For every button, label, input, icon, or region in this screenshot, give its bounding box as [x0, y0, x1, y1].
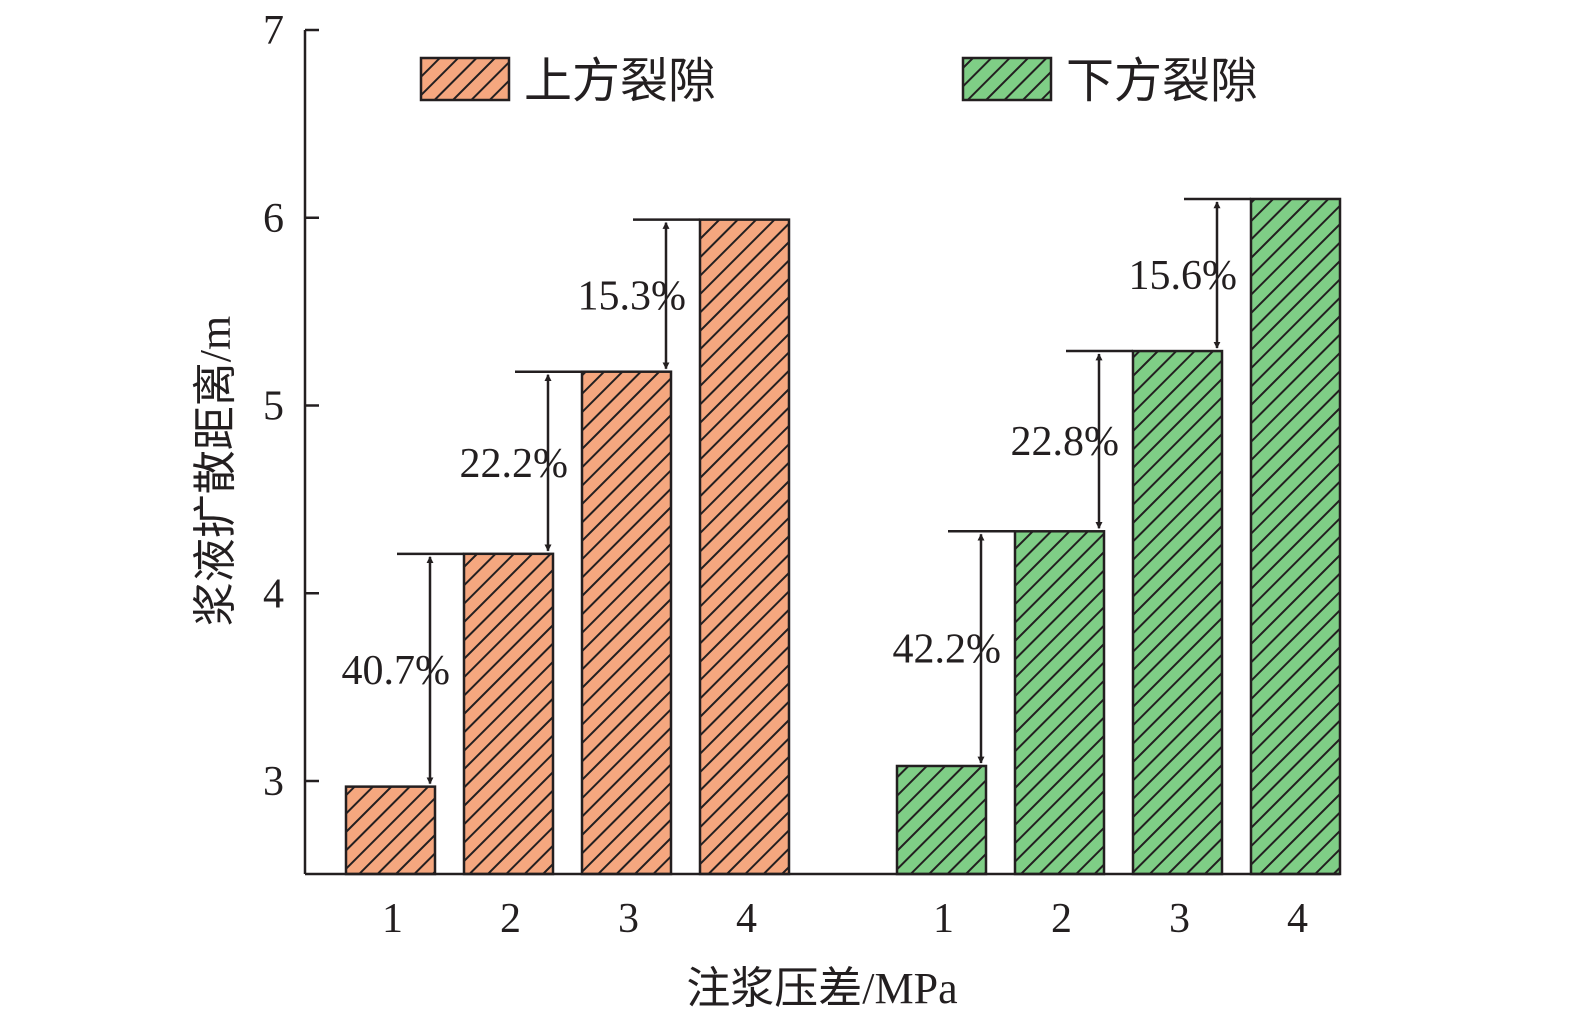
- y-tick-label-7: 7: [263, 8, 284, 54]
- x-tick-label-g2-1: 1: [933, 896, 954, 942]
- bar-g1-1: [344, 785, 437, 876]
- x-tick-label-g2-4: 4: [1287, 896, 1308, 942]
- x-tick-label-g1-3: 3: [618, 896, 639, 942]
- bar-g1-4: [698, 218, 791, 876]
- x-tick-label-g1-4: 4: [736, 896, 757, 942]
- annotation-label-g2-3: 15.6%: [1129, 253, 1238, 299]
- x-tick-label-g1-2: 2: [500, 896, 521, 942]
- x-tick-label-g2-3: 3: [1169, 896, 1190, 942]
- legend-swatch-upper: [419, 56, 511, 102]
- x-tick-label-g2-2: 2: [1051, 896, 1072, 942]
- bar-g2-2: [1013, 530, 1106, 876]
- annotation-label-g1-2: 22.2%: [460, 441, 569, 487]
- annotation-label-g2-2: 22.8%: [1011, 419, 1120, 465]
- legend-label-lower: 下方裂隙: [1066, 55, 1258, 108]
- legend: 上方裂隙 下方裂隙: [419, 55, 1258, 108]
- x-axis-title: 注浆压差/MPa: [686, 964, 957, 1013]
- bar-g2-1: [895, 764, 988, 876]
- bars: [344, 197, 1342, 876]
- y-tick-label-3: 3: [263, 759, 284, 805]
- annotation-label-g1-1: 40.7%: [342, 648, 451, 694]
- bar-g2-3: [1131, 349, 1224, 876]
- bar-g1-2: [462, 552, 555, 876]
- legend-swatch-lower: [961, 56, 1053, 102]
- bar-g1-3: [580, 370, 673, 876]
- y-tick-label-6: 6: [263, 196, 284, 242]
- y-tick-label-4: 4: [263, 571, 284, 617]
- legend-label-upper: 上方裂隙: [524, 55, 716, 108]
- annotations: 40.7% 22.2% 15.3% 42.2% 22.8% 15.6%: [342, 197, 1251, 785]
- bar-g2-4: [1249, 197, 1342, 876]
- y-axis-title: 浆液扩散距离/m: [191, 316, 240, 626]
- y-tick-label-5: 5: [263, 384, 284, 430]
- annotation-label-g2-1: 42.2%: [893, 627, 1002, 673]
- annotation-label-g1-3: 15.3%: [578, 274, 687, 320]
- axes: 1 2 3 4 1 2 3 4 3 4 5 6 7: [263, 8, 1340, 942]
- x-tick-label-g1-1: 1: [382, 896, 403, 942]
